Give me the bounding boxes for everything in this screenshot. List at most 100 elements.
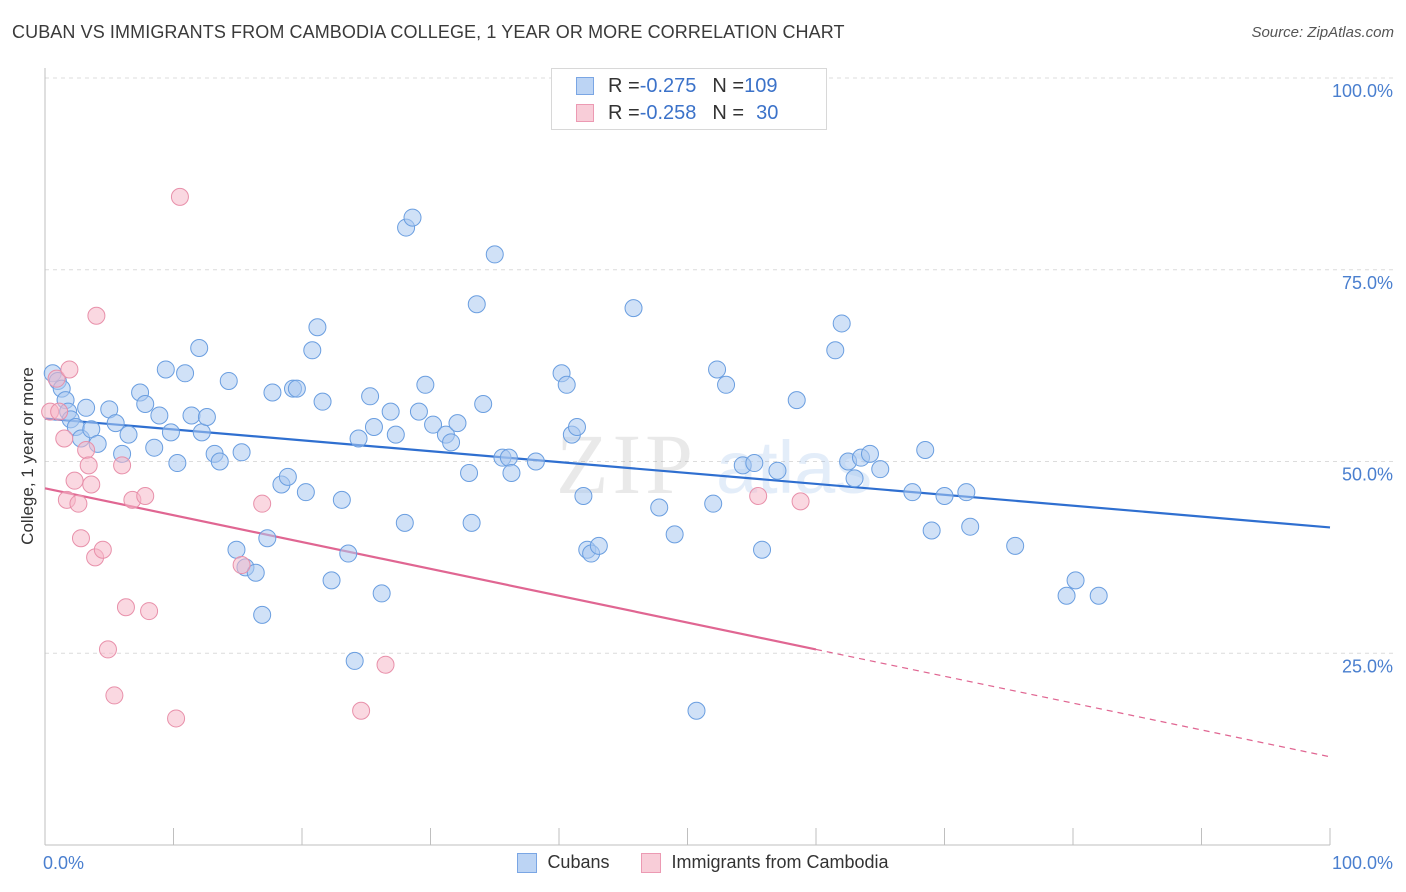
- cubans-point: [961, 517, 980, 536]
- cambodia-point: [376, 655, 395, 674]
- cambodia-point: [253, 494, 272, 513]
- cubans-point: [424, 415, 443, 434]
- cambodia-point: [170, 187, 189, 206]
- cubans-point: [263, 383, 282, 402]
- cubans-point: [409, 402, 428, 421]
- y-axis-label: College, 1 year or more: [18, 367, 37, 545]
- cambodia-point: [116, 598, 135, 617]
- cubans-point: [192, 423, 211, 442]
- cambodia-point: [93, 540, 112, 559]
- cambodia-point: [87, 306, 106, 325]
- legend-row-cambodia: R = -0.258 N = 30: [576, 100, 778, 126]
- cubans-point: [416, 375, 435, 394]
- cambodia-point: [69, 494, 88, 513]
- cubans-point: [448, 414, 467, 433]
- cubans-point: [717, 375, 736, 394]
- cubans-point: [156, 360, 175, 379]
- cubans-point: [704, 494, 723, 513]
- cambodia-point: [71, 529, 90, 548]
- y-tick-label: 100.0%: [1332, 81, 1393, 101]
- cubans-point: [650, 498, 669, 517]
- cubans-point: [665, 525, 684, 544]
- cubans-point: [787, 391, 806, 410]
- cambodia-point: [47, 369, 66, 388]
- cambodia-point: [79, 456, 98, 475]
- cambodia-point: [82, 475, 101, 494]
- cubans-point: [232, 443, 251, 462]
- cubans-point: [106, 414, 125, 433]
- cubans-point: [871, 460, 890, 479]
- cubans-point: [474, 394, 493, 413]
- x-tick-label: 0.0%: [43, 853, 84, 873]
- cubans-point: [916, 440, 935, 459]
- cubans-point: [345, 651, 364, 670]
- cubans-point: [442, 433, 461, 452]
- legend-n-value: 30: [756, 101, 779, 124]
- cubans-point: [361, 387, 380, 406]
- cambodia-point: [232, 556, 251, 575]
- legend-r-label: R =: [608, 74, 640, 97]
- cambodia-point: [105, 686, 124, 705]
- cubans-point: [826, 341, 845, 360]
- cubans-point: [860, 444, 879, 463]
- series-legend: Cubans Immigrants from Cambodia: [0, 852, 1406, 873]
- cubans-point: [190, 338, 209, 357]
- cubans-point: [313, 392, 332, 411]
- cubans-point: [1057, 586, 1076, 605]
- cubans-point: [386, 425, 405, 444]
- cubans-point: [227, 540, 246, 559]
- cubans-point: [246, 563, 265, 582]
- cambodia-trend-line: [44, 487, 817, 651]
- cubans-point: [526, 452, 545, 471]
- series-swatch-cubans: [517, 852, 538, 873]
- cubans-point: [687, 701, 706, 720]
- cubans-point: [349, 429, 368, 448]
- cambodia-point: [136, 487, 155, 506]
- cubans-point: [253, 605, 272, 624]
- cambodia-point: [60, 360, 79, 379]
- cubans-point: [296, 483, 315, 502]
- series-label-cambodia: Immigrants from Cambodia: [671, 852, 889, 872]
- chart-source: Source: ZipAtlas.com: [1251, 24, 1394, 41]
- cubans-point: [182, 406, 201, 425]
- cubans-point: [574, 487, 593, 506]
- cambodia-trend-extension: [815, 648, 1331, 758]
- y-tick-labels: 25.0% 50.0% 75.0% 100.0%: [1332, 81, 1393, 676]
- y-tick-label: 25.0%: [1342, 656, 1393, 676]
- cubans-point: [832, 314, 851, 333]
- series-label-cubans: Cubans: [547, 852, 610, 872]
- cubans-point: [145, 438, 164, 457]
- cambodia-point: [65, 471, 84, 490]
- cambodia-point: [55, 429, 74, 448]
- trend-lines: [44, 417, 1331, 758]
- cubans-point: [745, 454, 764, 473]
- series-legend-cubans[interactable]: Cubans: [517, 852, 609, 873]
- series-legend-cambodia[interactable]: Immigrants from Cambodia: [641, 852, 889, 873]
- legend-n-label: N =: [712, 101, 745, 124]
- legend-swatch-cubans: [576, 77, 594, 95]
- cubans-trend-line: [44, 417, 1331, 529]
- y-tick-label: 75.0%: [1342, 273, 1393, 293]
- cubans-point: [499, 448, 518, 467]
- cambodia-point: [77, 440, 96, 459]
- cubans-point: [845, 469, 864, 488]
- cubans-point: [903, 483, 922, 502]
- cubans-point: [219, 371, 238, 390]
- cubans-point: [922, 521, 941, 540]
- cubans-point: [460, 464, 479, 483]
- data-points: [41, 187, 1108, 728]
- cubans-point: [753, 540, 772, 559]
- cubans-point: [308, 318, 327, 337]
- legend-row-cubans: R = -0.275 N = 109: [576, 73, 777, 99]
- cubans-point: [278, 467, 297, 486]
- cambodia-point: [167, 709, 186, 728]
- axes: [44, 68, 1331, 846]
- cubans-point: [372, 584, 391, 603]
- cubans-point: [168, 454, 187, 473]
- cubans-point: [303, 341, 322, 360]
- cubans-point: [381, 402, 400, 421]
- cambodia-point: [140, 602, 159, 621]
- cambodia-point: [749, 487, 768, 506]
- x-tick-label: 100.0%: [1332, 853, 1393, 873]
